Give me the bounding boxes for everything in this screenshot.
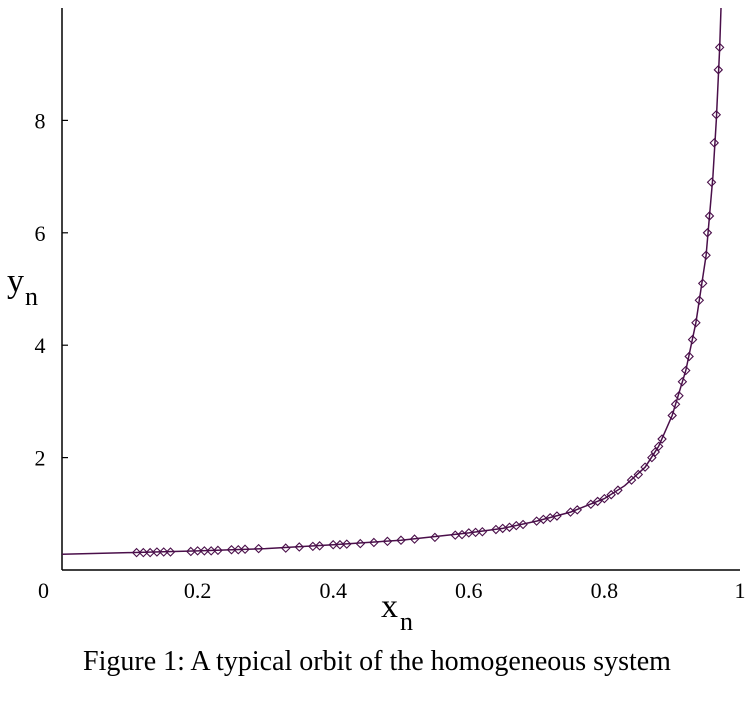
orbit-point <box>470 527 481 538</box>
orbit-curve <box>61 7 722 556</box>
orbit-chart: 0 0.2 0.4 0.6 0.8 1 2 4 6 8 xn yn <box>7 7 746 636</box>
y-tick-label: 6 <box>35 221 46 246</box>
orbit-point <box>714 42 725 53</box>
x-tick-label: 0 <box>38 578 49 603</box>
orbit-point <box>680 365 691 376</box>
y-tick-label: 4 <box>35 333 46 358</box>
orbit-point <box>145 547 155 558</box>
orbit-point <box>328 539 338 550</box>
ticks: 0 0.2 0.4 0.6 0.8 1 2 4 6 8 <box>35 108 746 603</box>
orbit-point <box>369 537 379 548</box>
orbit-point <box>702 228 713 238</box>
orbit-point <box>647 452 657 463</box>
orbit-point <box>650 447 661 457</box>
orbit-point <box>294 542 305 552</box>
orbit-point <box>697 278 708 289</box>
orbit-point <box>599 493 610 504</box>
orbit-point <box>464 528 474 538</box>
orbit-point <box>633 469 644 480</box>
orbit-point <box>131 547 142 558</box>
orbit-point <box>684 351 694 362</box>
x-tick-label: 1 <box>735 578 746 603</box>
orbit-point <box>701 250 711 261</box>
orbit-point <box>640 462 650 472</box>
figure-caption: Figure 1: A typical orbit of the homogen… <box>83 646 671 677</box>
x-tick-label: 0.6 <box>455 578 483 603</box>
orbit-point <box>158 547 169 557</box>
orbit-point <box>382 536 393 547</box>
orbit-point <box>713 65 724 75</box>
orbit-point <box>206 546 216 556</box>
orbit-point <box>706 177 717 187</box>
orbit-point <box>670 399 681 409</box>
orbit-point <box>586 499 596 510</box>
orbit-point <box>606 489 616 500</box>
orbit-point <box>138 547 149 558</box>
orbit-point <box>691 317 701 328</box>
axes <box>61 8 740 571</box>
orbit-point <box>396 535 406 545</box>
orbit-point <box>226 544 237 555</box>
x-tick-label: 0.2 <box>184 578 212 603</box>
orbit-point <box>626 475 637 485</box>
orbit-point <box>335 539 345 550</box>
orbit-point <box>213 545 223 556</box>
orbit-point <box>253 543 264 554</box>
orbit-point <box>565 507 576 517</box>
orbit-point <box>653 441 664 452</box>
orbit-point <box>711 110 722 120</box>
orbit-point <box>667 410 677 421</box>
orbit-point <box>450 530 461 540</box>
orbit-point <box>694 295 705 306</box>
orbit-point <box>552 511 562 521</box>
orbit-point <box>152 547 162 557</box>
x-tick-label: 0.4 <box>319 578 347 603</box>
y-axis-label: yn <box>7 263 38 311</box>
orbit-point <box>192 546 203 556</box>
x-axis-label: xn <box>381 588 413 636</box>
orbit-point <box>314 541 325 551</box>
orbit-point <box>341 539 352 549</box>
orbit-point <box>477 527 488 537</box>
orbit-point <box>233 544 244 555</box>
orbit-point <box>657 434 667 444</box>
x-tick-label: 0.8 <box>591 578 619 603</box>
orbit-point <box>199 546 210 556</box>
y-tick-label: 8 <box>35 108 46 133</box>
y-tick-label: 2 <box>35 446 46 471</box>
orbit-point <box>613 485 623 495</box>
orbit-point <box>186 546 196 557</box>
orbit-point <box>280 543 291 553</box>
orbit-point <box>518 519 528 530</box>
orbit-point <box>674 391 684 401</box>
orbit-point <box>409 534 420 544</box>
orbit-point <box>687 334 698 345</box>
orbit-point <box>709 138 720 148</box>
orbit-point <box>430 532 440 543</box>
orbit-point <box>165 547 176 557</box>
orbit-point <box>704 211 715 221</box>
orbit-point <box>572 505 583 515</box>
series <box>61 7 725 558</box>
orbit-point <box>677 376 688 387</box>
orbit-point <box>355 538 366 549</box>
orbit-point <box>240 544 250 554</box>
orbit-point <box>308 541 318 552</box>
orbit-point <box>592 496 603 507</box>
